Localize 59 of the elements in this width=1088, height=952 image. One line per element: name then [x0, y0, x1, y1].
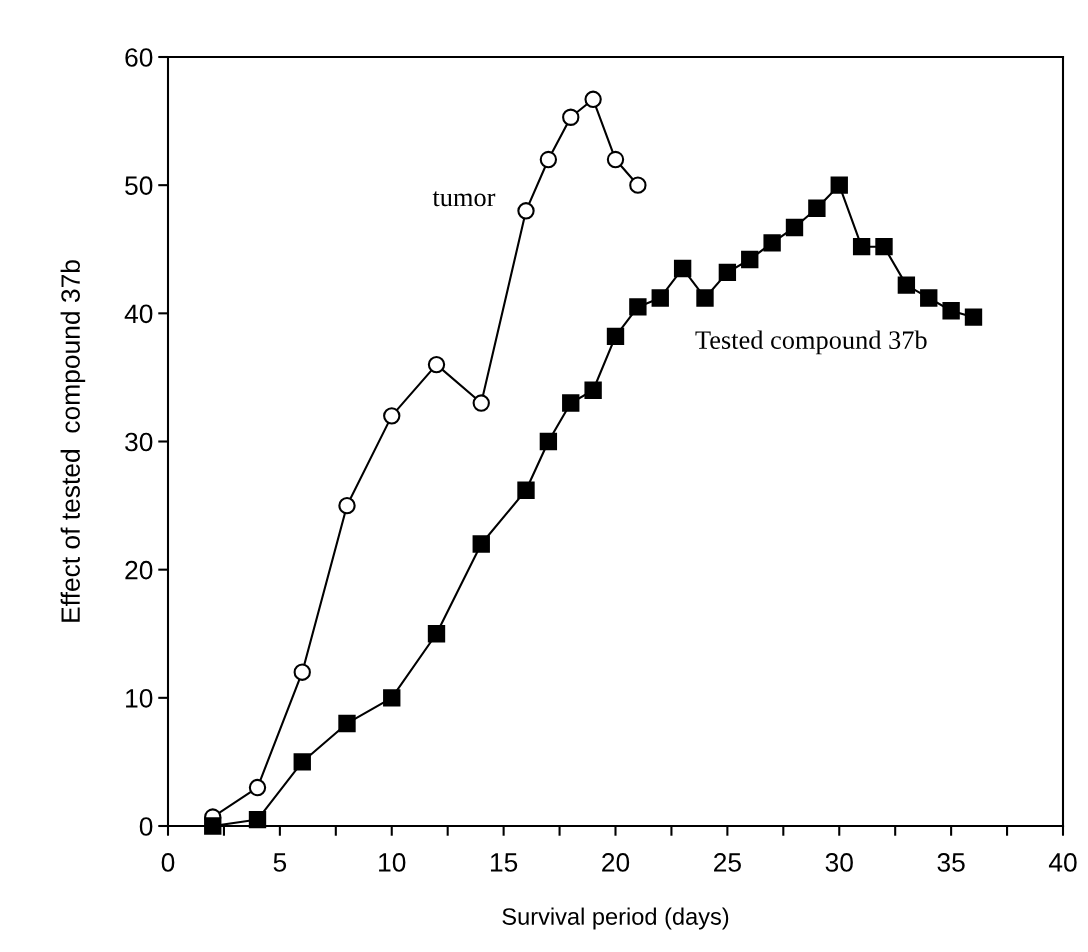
y-tick-label: 30 — [125, 432, 153, 452]
point — [629, 298, 647, 316]
point — [338, 714, 356, 733]
x-tick-label: 30 — [825, 853, 853, 872]
x-tick-label: 10 — [379, 853, 406, 872]
y-tick-label: 20 — [125, 560, 153, 580]
point — [427, 625, 446, 643]
y-tick-label: 50 — [125, 176, 153, 195]
point — [472, 394, 490, 412]
point — [718, 263, 737, 281]
point — [562, 108, 580, 126]
y-tick-label: 60 — [125, 48, 153, 67]
point — [852, 238, 871, 256]
x-tick-label: 5 — [273, 853, 287, 872]
point — [942, 302, 960, 320]
point — [539, 150, 558, 169]
point — [584, 90, 602, 108]
y-tick-label: 40 — [124, 304, 153, 324]
point — [875, 238, 893, 256]
point — [673, 259, 692, 278]
point — [920, 289, 938, 307]
x-axis-title: Survival period (days) — [502, 907, 729, 930]
point — [808, 199, 826, 217]
point — [696, 289, 714, 307]
point — [517, 481, 535, 499]
point — [338, 496, 356, 515]
series-label: Tested compound 37b — [695, 330, 927, 355]
point — [763, 234, 781, 252]
point — [204, 817, 222, 835]
point — [785, 218, 804, 237]
x-tick-label: 40 — [1048, 853, 1077, 872]
y-axis-title: Effect of tested compound 37b — [60, 260, 86, 622]
point — [584, 381, 602, 399]
point — [517, 202, 535, 220]
point — [293, 753, 311, 771]
x-tick-label: 20 — [602, 853, 630, 872]
point — [606, 150, 625, 169]
point — [964, 308, 983, 326]
point — [897, 276, 916, 294]
series-label: tumor — [432, 191, 496, 207]
point — [741, 250, 759, 269]
point — [830, 176, 848, 194]
x-tick-label: 35 — [937, 853, 965, 872]
point — [629, 176, 647, 194]
point — [293, 663, 311, 681]
x-tick-label: 25 — [714, 853, 741, 872]
point — [383, 689, 401, 707]
point — [427, 355, 446, 374]
point — [383, 407, 401, 425]
point — [606, 327, 625, 346]
x-tick-label: 15 — [490, 853, 518, 872]
point — [651, 289, 669, 307]
point — [539, 432, 558, 451]
x-tick-label: 0 — [161, 853, 175, 872]
point — [472, 535, 490, 553]
y-tick-label: 10 — [126, 688, 153, 708]
point — [562, 394, 580, 412]
point — [248, 778, 267, 797]
y-tick-label: 0 — [139, 817, 153, 836]
